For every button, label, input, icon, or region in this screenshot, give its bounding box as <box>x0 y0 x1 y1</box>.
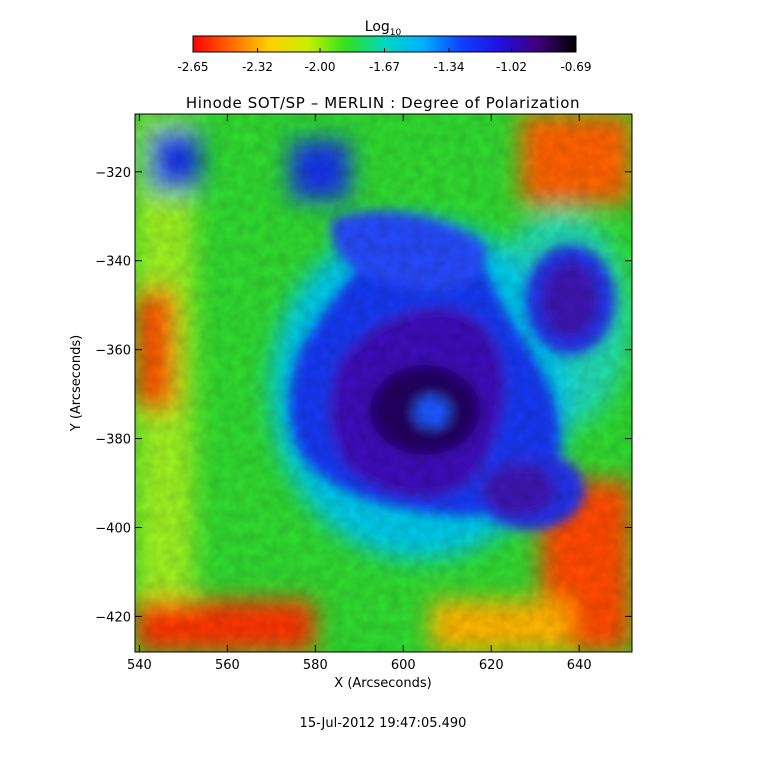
chart-title: Hinode SOT/SP – MERLIN : Degree of Polar… <box>186 94 580 112</box>
y-axis: −320 −340 −360 −380 −400 −420 <box>95 166 632 625</box>
x-tick-label: 620 <box>479 658 504 673</box>
colorbar-tick-label: -2.00 <box>304 60 335 74</box>
colorbar-tick-label: -0.69 <box>560 60 591 74</box>
timestamp: 15-Jul-2012 19:47:05.490 <box>300 716 467 731</box>
x-axis: 540 560 580 600 620 640 <box>127 114 592 673</box>
colorbar-ticks: -2.65 -2.32 -2.00 -1.67 -1.34 -1.02 -0.69 <box>177 48 592 74</box>
y-tick-label: −360 <box>95 344 131 359</box>
heatmap-speckle <box>135 114 632 652</box>
y-axis-label: Y (Arcseconds) <box>69 335 84 432</box>
colorbar-tick-label: -2.32 <box>242 60 273 74</box>
y-tick-label: −380 <box>95 433 131 448</box>
y-tick-label: −400 <box>95 522 131 537</box>
x-tick-label: 580 <box>303 658 328 673</box>
x-tick-label: 560 <box>215 658 240 673</box>
y-tick-label: −420 <box>95 610 131 625</box>
x-tick-label: 640 <box>567 658 592 673</box>
colorbar-tick-label: -1.34 <box>433 60 464 74</box>
x-tick-label: 600 <box>391 658 416 673</box>
colorbar-tick-label: -1.67 <box>369 60 400 74</box>
colorbar-label: Log10 <box>365 19 402 38</box>
y-tick-label: −340 <box>95 255 131 270</box>
x-axis-label: X (Arcseconds) <box>334 676 431 691</box>
plot-frame <box>134 113 633 653</box>
x-tick-label: 540 <box>127 658 152 673</box>
colorbar-tick-label: -2.65 <box>177 60 208 74</box>
y-tick-label: −320 <box>95 166 131 181</box>
colorbar: Log10 -2.65 -2.32 -2.00 -1.67 -1.34 -1.02 -0.6… <box>177 19 591 74</box>
colorbar-tick-label: -1.02 <box>496 60 527 74</box>
heatmap-image <box>135 114 632 652</box>
